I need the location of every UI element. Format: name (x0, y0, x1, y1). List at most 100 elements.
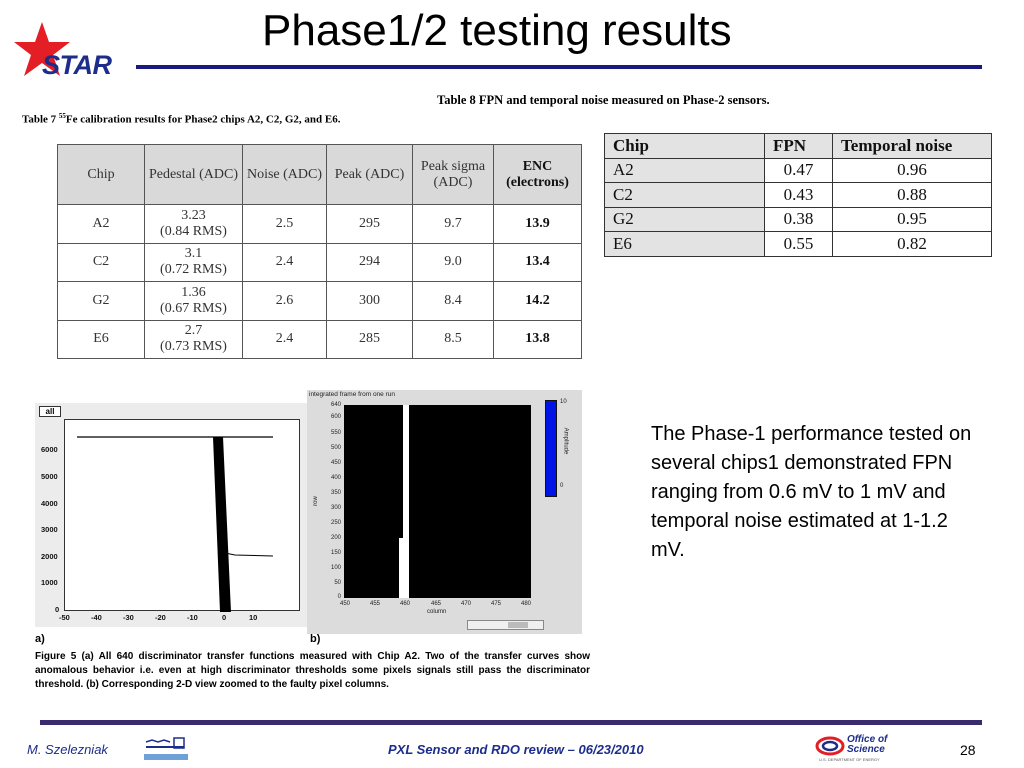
table-row: A2 3.23 (0.84 RMS) 2.5 295 9.7 13.9 (57, 204, 582, 244)
y-tick: 6000 (41, 445, 58, 454)
cell-chip: C2 (57, 242, 145, 282)
x-tick: -40 (91, 613, 102, 622)
x-tick: 480 (521, 601, 532, 607)
col-header: Peak (ADC) (326, 144, 413, 205)
pixel-map-area (344, 405, 531, 598)
pixel-map-plot: integrated frame from one run 640 600 55… (307, 390, 582, 634)
fpn-noise-table: Chip FPN Temporal noise A2 0.47 0.96 C2 … (604, 133, 992, 257)
table-row: G2 1.36 (0.67 RMS) 2.6 300 8.4 14.2 (57, 281, 582, 321)
cell-pedestal: 2.7 (0.73 RMS) (144, 319, 243, 359)
plot-b-title: integrated frame from one run (309, 391, 395, 398)
cell-sigma: 9.0 (412, 242, 494, 282)
pedestal-rms: (0.72 RMS) (160, 262, 227, 278)
doe-swirl-icon (815, 736, 845, 756)
table-row: A2 0.47 0.96 (604, 157, 992, 183)
summary-text: The Phase-1 performance tested on severa… (651, 423, 972, 561)
page-number: 28 (960, 742, 976, 758)
cell-peak: 295 (326, 204, 413, 244)
figure-caption: Figure 5 (a) All 640 discriminator trans… (35, 651, 590, 690)
transfer-function-plot: all 6000 5000 4000 3000 2000 1000 0 -50 … (35, 403, 307, 627)
star-logo: STAR (12, 20, 130, 82)
table-row: C2 3.1 (0.72 RMS) 2.4 294 9.0 13.4 (57, 242, 582, 282)
pedestal-value: 3.1 (184, 246, 203, 262)
y-tick: 600 (330, 414, 341, 420)
y-tick: 5000 (41, 472, 58, 481)
colorbar-max: 10 (560, 399, 567, 405)
faulty-column-stripe (399, 538, 404, 598)
cell-pedestal: 1.36 (0.67 RMS) (144, 281, 243, 321)
cell-temporal-noise: 0.96 (832, 157, 992, 183)
pedestal-value: 3.23 (181, 207, 206, 223)
y-tick: 3000 (41, 525, 58, 534)
page-title: Phase1/2 testing results (262, 6, 732, 55)
cell-chip: G2 (604, 206, 765, 232)
cell-pedestal: 3.23 (0.84 RMS) (144, 204, 243, 244)
y-tick: 0 (55, 605, 60, 614)
x-tick: 10 (249, 613, 258, 622)
x-tick: -20 (155, 613, 166, 622)
y-tick: 50 (334, 580, 341, 586)
faulty-column-stripe (403, 405, 409, 598)
y-tick: 250 (330, 520, 341, 526)
curve-band (213, 437, 231, 612)
pedestal-rms: (0.67 RMS) (160, 300, 227, 316)
pedestal-value: 1.36 (181, 284, 206, 300)
horizontal-scrollbar[interactable] (467, 620, 544, 630)
cell-noise: 2.4 (242, 319, 327, 359)
col-header: Temporal noise (832, 133, 992, 159)
cell-chip: A2 (604, 157, 765, 183)
cell-chip: E6 (57, 319, 145, 359)
cell-chip: E6 (604, 231, 765, 257)
col-header: Peak sigma (ADC) (412, 144, 494, 205)
figure-label-b: b) (310, 633, 321, 645)
cell-sigma: 8.5 (412, 319, 494, 359)
cell-chip: G2 (57, 281, 145, 321)
table7-caption: Table 7 55Fe calibration results for Pha… (22, 112, 341, 126)
cell-enc: 13.4 (493, 242, 582, 282)
office-of-science-logo: Office of Science U.S. DEPARTMENT OF ENE… (815, 734, 910, 764)
y-tick: 4000 (41, 499, 58, 508)
y-tick: 1000 (41, 578, 58, 587)
cell-enc: 13.9 (493, 204, 582, 244)
cell-chip: C2 (604, 182, 765, 208)
x-axis-label: column (427, 609, 447, 615)
y-tick: 640 (330, 402, 341, 408)
footer-author: M. Szelezniak (27, 742, 108, 757)
doe-line3: U.S. DEPARTMENT OF ENERGY (819, 757, 880, 762)
table8-caption: Table 8 FPN and temporal noise measured … (437, 93, 770, 107)
cell-sigma: 8.4 (412, 281, 494, 321)
table-row: E6 2.7 (0.73 RMS) 2.4 285 8.5 13.8 (57, 319, 582, 359)
pedestal-value: 2.7 (184, 323, 203, 339)
fe55-calibration-table: Chip Pedestal (ADC) Noise (ADC) Peak (AD… (57, 144, 582, 359)
footer-rule (40, 720, 982, 725)
col-header: Noise (ADC) (242, 144, 327, 205)
transfer-curves-svg (77, 436, 274, 612)
cell-pedestal: 3.1 (0.72 RMS) (144, 242, 243, 282)
y-tick: 500 (330, 445, 341, 451)
x-tick: 475 (491, 601, 502, 607)
y-tick: 550 (330, 430, 341, 436)
table-row: G2 0.38 0.95 (604, 206, 992, 232)
y-tick: 300 (330, 505, 341, 511)
y-tick: 400 (330, 475, 341, 481)
y-tick: 150 (330, 550, 341, 556)
y-tick: 2000 (41, 552, 58, 561)
table-header-row: Chip Pedestal (ADC) Noise (ADC) Peak (AD… (57, 144, 582, 205)
y-tick: 100 (330, 565, 341, 571)
footer-event: PXL Sensor and RDO review – 06/23/2010 (388, 742, 644, 757)
cell-peak: 285 (326, 319, 413, 359)
cell-sigma: 9.7 (412, 204, 494, 244)
title-underline (136, 65, 982, 69)
x-tick: 460 (400, 601, 411, 607)
amplitude-colorbar (545, 400, 557, 497)
cell-temporal-noise: 0.82 (832, 231, 992, 257)
cell-temporal-noise: 0.88 (832, 182, 992, 208)
col-header: Chip (604, 133, 765, 159)
scrollbar-thumb[interactable] (508, 622, 528, 628)
cell-fpn: 0.47 (764, 157, 833, 183)
y-tick: 350 (330, 490, 341, 496)
x-tick: 455 (370, 601, 381, 607)
y-axis-label: row (312, 496, 319, 506)
cell-temporal-noise: 0.95 (832, 206, 992, 232)
pedestal-rms: (0.84 RMS) (160, 223, 227, 239)
